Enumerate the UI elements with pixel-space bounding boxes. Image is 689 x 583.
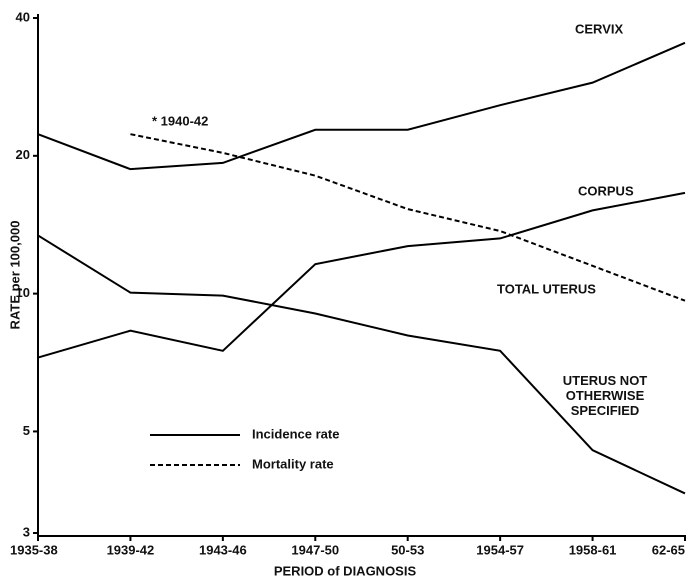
x-tick-label: 1954-57 bbox=[476, 542, 524, 557]
legend-label: Incidence rate bbox=[252, 426, 339, 441]
y-tick-label: 3 bbox=[23, 524, 30, 539]
y-tick-label: 20 bbox=[16, 147, 30, 162]
series-label: UTERUS NOT OTHERWISE SPECIFIED bbox=[562, 373, 648, 418]
y-tick-label: 40 bbox=[16, 9, 30, 24]
series-line bbox=[37, 234, 686, 495]
x-tick-label: 1935-38 bbox=[10, 542, 58, 557]
y-tick-label: 5 bbox=[23, 423, 30, 438]
series-line bbox=[130, 133, 686, 302]
x-tick-label: 1947-50 bbox=[291, 542, 339, 557]
y-axis-label: RATE per 100,000 bbox=[7, 221, 22, 330]
x-tick-label: 62-65 bbox=[652, 542, 685, 557]
legend-label: Mortality rate bbox=[252, 456, 334, 471]
series-line bbox=[37, 191, 686, 359]
y-tick-label: 10 bbox=[16, 285, 30, 300]
series-label: TOTAL UTERUS bbox=[497, 281, 596, 296]
series-label: CERVIX bbox=[575, 21, 623, 36]
x-axis-label: PERIOD of DIAGNOSIS bbox=[274, 563, 417, 578]
x-tick-label: 1958-61 bbox=[569, 542, 617, 557]
series-label: CORPUS bbox=[578, 183, 634, 198]
x-tick-label: 1939-42 bbox=[107, 542, 155, 557]
x-tick-label: 50-53 bbox=[391, 542, 424, 557]
annotation: * 1940-42 bbox=[152, 113, 208, 128]
x-tick-label: 1943-46 bbox=[199, 542, 247, 557]
series-line bbox=[37, 41, 686, 171]
